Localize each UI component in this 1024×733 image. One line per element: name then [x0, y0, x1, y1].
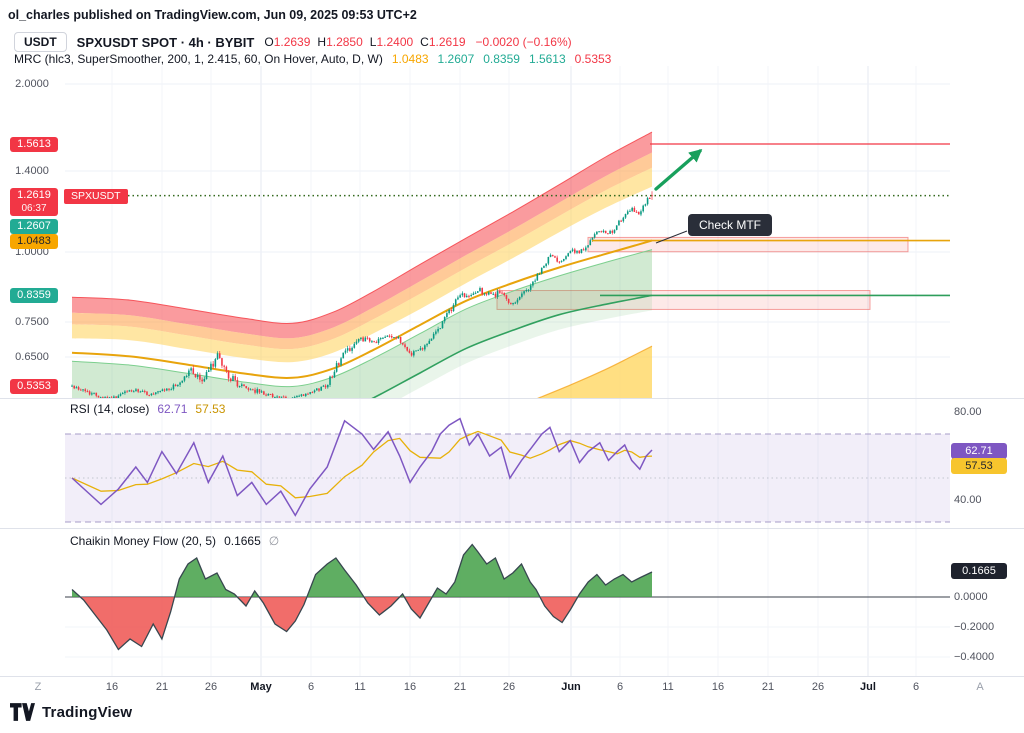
check-mtf-annotation[interactable]: Check MTF — [688, 214, 773, 236]
low-value: 1.2400 — [376, 35, 414, 49]
time-axis-label: 21 — [155, 681, 169, 693]
time-axis-label: 16 — [711, 681, 725, 693]
cmf-panel[interactable] — [65, 543, 950, 651]
close-label: C — [420, 35, 429, 49]
change-value: −0.0020 (−0.16%) — [475, 35, 572, 49]
cmf-legend: Chaikin Money Flow (20, 5) 0.1665 ∅ — [70, 534, 279, 548]
cmf-title[interactable]: Chaikin Money Flow (20, 5) — [70, 534, 217, 548]
time-axis-label: 21 — [761, 681, 775, 693]
time-axis-label: 11 — [662, 681, 674, 693]
time-axis-label: Jul — [860, 681, 876, 693]
cmf-negative-area — [72, 597, 652, 650]
mrc-r2-lower-value: 0.5353 — [574, 52, 612, 66]
rsi-legend: RSI (14, close) 62.71 57.53 — [70, 402, 225, 416]
time-axis-label: 26 — [204, 681, 218, 693]
time-axis-label: 6 — [307, 681, 315, 693]
brand-name: TradingView — [42, 703, 133, 721]
candlestick-series — [71, 191, 653, 398]
price-axis-badge: 1.2619 06:37 — [10, 188, 58, 216]
time-axis-label: May — [250, 681, 272, 693]
time-axis-label: 6 — [912, 681, 920, 693]
price-axis-tick: 0.6500 — [15, 351, 49, 363]
mrc-r1-upper-value: 1.2607 — [437, 52, 475, 66]
indicator-axis-tick: 40.00 — [954, 494, 982, 506]
symbol-price-label: SPXUSDT — [64, 189, 128, 204]
price-axis-badge: 1.2607 — [10, 219, 58, 234]
price-axis-badge: 1.0483 — [10, 234, 58, 249]
cmf-line — [71, 543, 653, 651]
indicator-axis-tick: 80.00 — [954, 406, 982, 418]
indicator-legend: MRC (hlc3, SuperSmoother, 200, 1, 2.415,… — [14, 52, 611, 66]
main-price-panel[interactable] — [65, 131, 950, 441]
rsi-ma-value: 57.53 — [195, 402, 226, 416]
high-label: H — [317, 35, 327, 49]
rsi-ma-line — [71, 430, 653, 499]
grid — [0, 66, 1024, 677]
price-axis-tick: 0.7500 — [15, 316, 49, 328]
time-axis[interactable]: Z 16 21 26 May 6 11 16 21 26 Jun 6 11 16 21 26 Jul 6 A — [0, 678, 1024, 700]
time-axis-label: 21 — [453, 681, 467, 693]
mrc-r1-lower-value: 0.8359 — [483, 52, 520, 66]
rsi-line — [71, 417, 653, 517]
price-axis-badge: 1.5613 — [10, 137, 58, 152]
low-label: L — [369, 35, 377, 49]
high-value: 1.2850 — [326, 35, 363, 49]
cmf-value: 0.1665 — [224, 534, 261, 548]
tradingview-logo — [10, 703, 35, 721]
time-axis-label: Jun — [561, 681, 581, 693]
indicator-axis-badge: 62.71 — [951, 443, 1007, 459]
rsi-value: 62.71 — [157, 402, 188, 416]
rsi-panel[interactable] — [65, 417, 950, 523]
mrc-mean-line — [71, 239, 653, 379]
time-axis-label: 26 — [811, 681, 825, 693]
price-axis-tick: 1.0000 — [15, 246, 49, 258]
ohlc-values: O1.2639 H1.2850 L1.2400 C1.2619 — [264, 35, 465, 49]
time-axis-label: 26 — [502, 681, 516, 693]
indicator-axis-tick: 0.0000 — [954, 591, 988, 603]
close-value: 1.2619 — [428, 35, 466, 49]
symbol-legend: USDT SPXUSDT SPOT · 4h · BYBIT O1.2639 H… — [14, 32, 572, 52]
price-axis-badge: 0.8359 — [10, 288, 58, 303]
footer-brand[interactable]: TradingView — [10, 703, 132, 721]
time-axis-label: 6 — [616, 681, 624, 693]
time-axis-label: Z — [34, 681, 42, 693]
indicator-title[interactable]: MRC (hlc3, SuperSmoother, 200, 1, 2.415,… — [14, 52, 383, 66]
cmf-positive-area — [72, 544, 652, 597]
price-axis-tick: 1.4000 — [15, 165, 49, 177]
time-axis-label: A — [976, 681, 984, 693]
mrc-r2-upper-value: 1.5613 — [528, 52, 566, 66]
hide-indicator-icon[interactable]: ∅ — [268, 534, 280, 548]
publish-info: ol_charles published on TradingView.com,… — [8, 8, 417, 22]
time-axis-label: 11 — [354, 681, 366, 693]
open-label: O — [264, 35, 274, 49]
rsi-title[interactable]: RSI (14, close) — [70, 402, 150, 416]
time-axis-label: 16 — [403, 681, 417, 693]
indicator-axis-badge: 57.53 — [951, 458, 1007, 474]
symbol-title[interactable]: SPXUSDT SPOT · 4h · BYBIT — [76, 34, 255, 50]
indicator-axis-tick: −0.4000 — [954, 651, 995, 663]
trend-arrow-drawing[interactable] — [654, 149, 703, 191]
price-axis-badge: 0.5353 — [10, 379, 58, 394]
price-axis-tick: 2.0000 — [15, 78, 49, 90]
quote-currency-button[interactable]: USDT — [14, 32, 67, 52]
mrc-mean-value: 1.0483 — [391, 52, 429, 66]
countdown-timer: 06:37 — [21, 203, 47, 214]
time-axis-label: 16 — [105, 681, 119, 693]
open-value: 1.2639 — [273, 35, 311, 49]
indicator-axis-tick: −0.2000 — [954, 621, 995, 633]
indicator-axis-badge: 0.1665 — [951, 563, 1007, 579]
